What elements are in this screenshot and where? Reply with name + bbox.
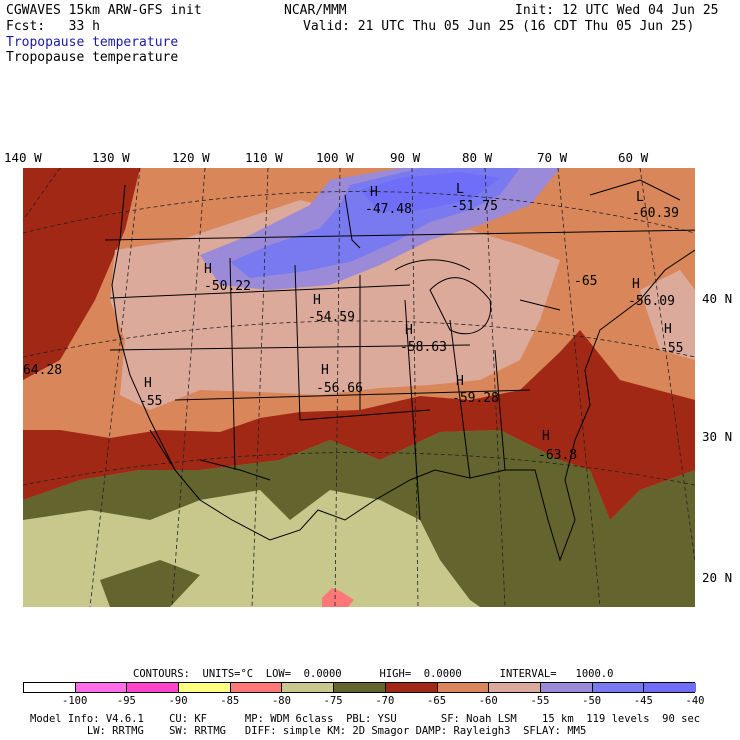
field-title: Tropopause temperature [6, 50, 179, 65]
extremum-value: -65 [574, 274, 598, 289]
colorbar-swatch [127, 683, 180, 692]
colorbar-swatch [75, 683, 128, 692]
extremum-value: -55 [139, 394, 163, 409]
extremum-type: H [144, 376, 152, 391]
colorbar-swatch [385, 683, 438, 692]
extremum-type: H [542, 429, 550, 444]
colorbar-label: -95 [116, 695, 136, 707]
model-title: CGWAVES 15km ARW-GFS init [6, 3, 202, 18]
colorbar-label: -65 [427, 695, 447, 707]
extremum-type: H [632, 277, 640, 292]
model-physics: LW: RRTMG SW: RRTMG DIFF: simple KM: 2D … [30, 725, 587, 737]
forecast-hour: Fcst: 33 h [6, 19, 100, 34]
political-boundaries [104, 179, 695, 562]
colorbar-label: -75 [323, 695, 343, 707]
field-title-blue: Tropopause temperature [6, 35, 179, 50]
valid-time: Valid: 21 UTC Thu 05 Jun 25 (16 CDT Thu … [303, 19, 695, 34]
extremum-type: H [405, 323, 413, 338]
colorbar-swatch [437, 683, 490, 692]
extremum-type: H [370, 185, 378, 200]
extremum-value: -56.66 [316, 381, 363, 396]
extremum-value: -55 [660, 341, 684, 356]
colorbar-label: -40 [685, 695, 705, 707]
lat-label: 30 N [702, 429, 733, 444]
colorbar-label: -45 [633, 695, 653, 707]
colorbar-swatch [540, 683, 593, 692]
lat-label: 20 N [702, 570, 733, 585]
extremum-value: -60.39 [632, 206, 679, 221]
extremum-value: -56.09 [628, 294, 675, 309]
extremum-type: H [204, 262, 212, 277]
colorbar-label: -85 [220, 695, 240, 707]
colorbar-label: -100 [62, 695, 88, 707]
extremum-type: H [313, 293, 321, 308]
extremum-value: -58.63 [400, 340, 447, 355]
extremum-value: -47.48 [365, 202, 412, 217]
init-time: Init: 12 UTC Wed 04 Jun 25 [515, 3, 719, 18]
colorbar-swatch [334, 683, 386, 692]
extremum-value: -63.8 [538, 448, 578, 463]
colorbar-swatch [489, 683, 541, 692]
extremum-type: H [664, 322, 672, 337]
model-info: Model Info: V4.6.1 CU: KF MP: WDM 6class… [30, 713, 701, 725]
colorbar [23, 682, 696, 693]
lon-label: 90 W [390, 150, 421, 165]
colorbar-swatch [592, 683, 645, 692]
extremum-type: H [321, 363, 329, 378]
colorbar-swatch [230, 683, 283, 692]
contours-info: CONTOURS: UNITS=°C LOW= 0.0000 HIGH= 0.0… [133, 668, 614, 680]
extremum-value: -54.59 [308, 310, 355, 325]
extremum-value: -59.28 [452, 391, 499, 406]
colorbar-label: -90 [168, 695, 188, 707]
lon-label: 140 W [4, 150, 42, 165]
lat-lon-grid [23, 168, 695, 607]
extremum-type: L [636, 190, 644, 205]
org-label: NCAR/MMM [284, 3, 347, 18]
extremum-value: -51.75 [451, 199, 498, 214]
colorbar-label: -50 [582, 695, 602, 707]
lon-label: 70 W [537, 150, 568, 165]
colorbar-label: -80 [271, 695, 291, 707]
extremum-value: -50.22 [204, 279, 251, 294]
colorbar-swatch [282, 683, 335, 692]
colorbar-label: -70 [375, 695, 395, 707]
lon-label: 120 W [172, 150, 210, 165]
colorbar-swatch [644, 683, 696, 692]
lon-label: 110 W [245, 150, 283, 165]
lon-label: 130 W [92, 150, 130, 165]
extremum-type: H [456, 374, 464, 389]
colorbar-swatch [179, 683, 231, 692]
extremum-type: L [456, 182, 464, 197]
shaded-field [23, 168, 695, 607]
lon-label: 60 W [618, 150, 649, 165]
lat-label: 40 N [702, 291, 733, 306]
colorbar-swatch [24, 683, 76, 692]
lon-label: 100 W [316, 150, 354, 165]
colorbar-label: -55 [530, 695, 550, 707]
lon-label: 80 W [462, 150, 493, 165]
extremum-value: 64.28 [23, 363, 63, 378]
colorbar-label: -60 [478, 695, 498, 707]
